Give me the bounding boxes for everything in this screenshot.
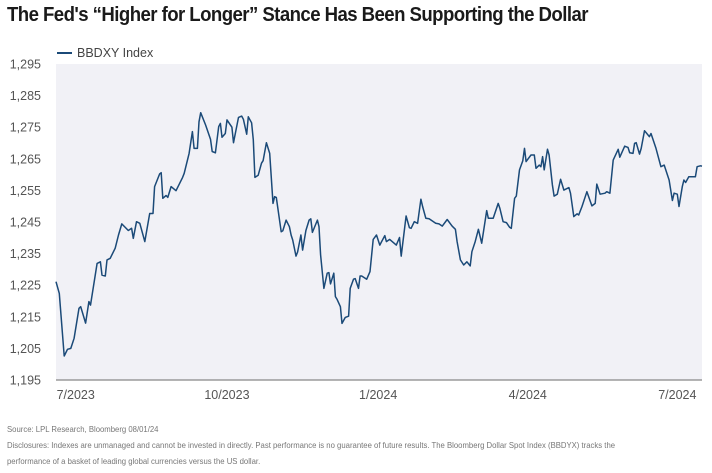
y-tick-label: 1,225 — [10, 279, 41, 293]
y-tick-label: 1,235 — [10, 247, 41, 261]
y-tick-label: 1,195 — [10, 374, 41, 388]
y-tick-label: 1,295 — [10, 58, 41, 72]
y-tick-label: 1,215 — [10, 310, 41, 324]
y-tick-label: 1,285 — [10, 89, 41, 103]
y-tick-label: 1,245 — [10, 216, 41, 230]
source-note: Source: LPL Research, Bloomberg 08/01/24 — [7, 424, 159, 434]
x-tick-label: 1/2024 — [359, 388, 397, 402]
chart-title: The Fed's “Higher for Longer” Stance Has… — [7, 4, 588, 26]
plot-area — [56, 64, 702, 380]
legend-label: BBDXY Index — [77, 46, 154, 60]
disclosure-text: Disclosures: Indexes are unmanaged and c… — [7, 440, 616, 450]
legend-swatch — [57, 52, 72, 54]
y-tick-label: 1,205 — [10, 342, 41, 356]
disclosure-text-continued: performance of a basket of leading globa… — [7, 456, 261, 466]
y-axis: 1,195 1,205 1,215 1,225 1,235 1,245 1,255 1,265… — [10, 58, 41, 388]
x-tick-label: 10/2023 — [204, 388, 249, 402]
y-tick-label: 1,275 — [10, 121, 41, 135]
x-axis: 7/2023 10/2023 1/2024 4/2024 7/2024 — [57, 388, 697, 402]
y-tick-label: 1,255 — [10, 184, 41, 198]
legend: BBDXY Index — [57, 46, 153, 60]
x-tick-label: 7/2023 — [57, 388, 95, 402]
x-tick-label: 7/2024 — [658, 388, 696, 402]
x-tick-label: 4/2024 — [509, 388, 547, 402]
y-tick-label: 1,265 — [10, 152, 41, 166]
series-line-bbdxy — [55, 111, 703, 357]
